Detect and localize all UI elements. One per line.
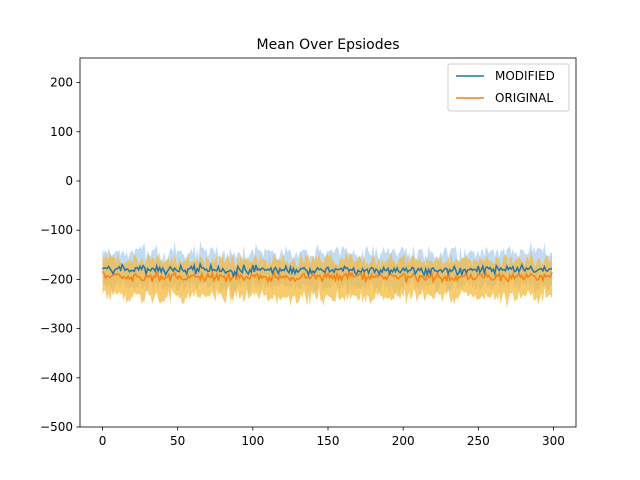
x-tick-label: 200 bbox=[392, 434, 415, 448]
x-tick-label: 50 bbox=[170, 434, 185, 448]
series-lines bbox=[101, 261, 553, 285]
y-tick-label: −100 bbox=[40, 223, 73, 237]
y-tick-label: −300 bbox=[40, 322, 73, 336]
x-tick-label: 150 bbox=[317, 434, 340, 448]
x-tick-label: 0 bbox=[99, 434, 107, 448]
confidence-bands bbox=[102, 240, 552, 309]
y-tick-label: 200 bbox=[50, 76, 73, 90]
axes: 0 50 100 150 200 250 300 −500 −400 −300 −200 −100 0 1… bbox=[40, 57, 577, 448]
y-tick-label: −200 bbox=[40, 272, 73, 286]
legend-label-original: ORIGINAL bbox=[495, 91, 553, 105]
band-original bbox=[102, 250, 552, 309]
x-tick-label: 300 bbox=[542, 434, 565, 448]
y-tick-label: 100 bbox=[50, 125, 73, 139]
chart-title: Mean Over Epsiodes bbox=[257, 37, 400, 53]
series-line-modified bbox=[101, 261, 553, 279]
y-tick-label: −400 bbox=[40, 371, 73, 385]
series-line-original bbox=[101, 268, 553, 285]
y-tick-label: −500 bbox=[40, 420, 73, 434]
legend: MODIFIED ORIGINAL bbox=[447, 63, 570, 112]
x-tick-label: 250 bbox=[467, 434, 490, 448]
x-tick-label: 100 bbox=[241, 434, 264, 448]
y-tick-label: 0 bbox=[65, 174, 73, 188]
legend-label-modified: MODIFIED bbox=[495, 69, 555, 83]
